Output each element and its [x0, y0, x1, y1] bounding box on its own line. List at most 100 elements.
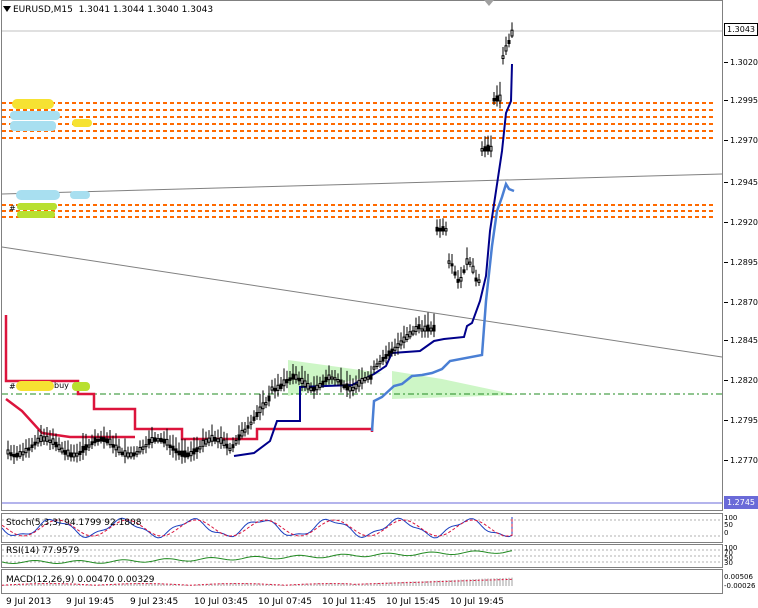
- candle-body: [363, 377, 367, 382]
- candle-body: [51, 438, 55, 445]
- price-tick-label: 1.2920: [730, 218, 758, 227]
- candle-body: [390, 348, 394, 354]
- candle-body: [339, 379, 343, 386]
- candle-body: [501, 55, 505, 59]
- price-chart-svg: [2, 22, 722, 504]
- price-tick-label: 1.3020: [730, 58, 758, 67]
- stoch-svg: [2, 517, 722, 539]
- current-price-box: 1.3043: [724, 23, 758, 36]
- stoch-scale-mid: 50: [724, 521, 733, 529]
- candle-body: [309, 387, 313, 392]
- candle-body: [336, 379, 340, 383]
- stoch-pane[interactable]: [1, 513, 723, 543]
- candle-body: [264, 401, 268, 406]
- candle-body: [123, 450, 127, 457]
- candle-body: [87, 444, 91, 448]
- candle-body: [75, 452, 79, 457]
- candle-body: [354, 383, 358, 390]
- candle-body: [9, 452, 13, 457]
- candle-body: [225, 443, 229, 449]
- candle-body: [189, 450, 193, 457]
- candle-body: [231, 444, 235, 449]
- candle-body: [120, 451, 124, 456]
- candle-body: [312, 387, 316, 392]
- candle-body: [438, 227, 442, 232]
- candle-body: [204, 438, 208, 445]
- candle-body: [93, 437, 97, 444]
- annotation-cyan-3: [16, 190, 60, 200]
- time-tick-label: 9 Jul 19:45: [66, 597, 115, 607]
- price-tick-label: 1.2945: [730, 178, 758, 187]
- candle-body: [429, 327, 433, 332]
- price-tick-mark: [724, 222, 728, 223]
- candle-body: [54, 441, 58, 448]
- macd-pane[interactable]: [1, 569, 723, 594]
- red-stop-line-start: [5, 398, 135, 439]
- candle-body: [417, 324, 421, 330]
- candle-body: [126, 452, 130, 458]
- candle-body: [21, 451, 25, 456]
- candle-body: [117, 446, 121, 453]
- candle-body: [195, 447, 199, 453]
- chart-symbol: EURUSD,M15: [13, 5, 73, 15]
- price-tick-mark: [724, 182, 728, 183]
- candle-body: [102, 437, 106, 442]
- candle-body: [144, 444, 148, 448]
- trendline-upper: [2, 173, 722, 195]
- candle-body: [147, 438, 151, 445]
- candle-body: [246, 425, 250, 429]
- candle-body: [183, 450, 187, 458]
- candle-body: [150, 437, 154, 443]
- candle-body: [459, 276, 463, 282]
- candle-body: [447, 260, 451, 264]
- candle-body: [327, 374, 331, 381]
- candle-body: [345, 383, 349, 391]
- candle-body: [72, 452, 76, 458]
- candle-body: [33, 441, 37, 446]
- candle-body: [396, 343, 400, 349]
- candle-body: [504, 45, 508, 52]
- annotation-hash-1: #: [9, 204, 16, 213]
- candle-body: [435, 226, 439, 232]
- candle-body: [348, 386, 352, 392]
- price-tick-mark: [724, 100, 728, 101]
- macd-scale-bottom: -0.00026: [724, 582, 756, 590]
- candle-body: [129, 452, 133, 458]
- candle-body: [228, 447, 232, 452]
- candle-body: [114, 444, 118, 451]
- annotation-buy-label: buy: [54, 381, 69, 390]
- candle-body: [42, 436, 46, 442]
- candle-body: [168, 444, 172, 449]
- candle-body: [186, 452, 190, 458]
- rsi-scale-2: 50: [724, 554, 733, 562]
- candle-body: [477, 279, 481, 283]
- price-pane[interactable]: [1, 0, 723, 511]
- candle-body: [321, 380, 325, 385]
- price-tick-mark: [724, 420, 728, 421]
- price-tick-mark: [724, 340, 728, 341]
- candle-body: [426, 324, 430, 332]
- blue-stop-line: [233, 63, 513, 457]
- annotation-cyan-4: [70, 191, 90, 199]
- price-tick-label: 1.2770: [730, 456, 758, 465]
- candle-body: [495, 95, 499, 102]
- candle-body: [453, 271, 457, 276]
- candle-body: [15, 452, 19, 458]
- price-tick-mark: [724, 62, 728, 63]
- price-tick-label: 1.2845: [730, 336, 758, 345]
- candle-body: [420, 328, 424, 332]
- annotation-green-3: [72, 382, 90, 391]
- price-tick-label: 1.2870: [730, 298, 758, 307]
- candle-body: [273, 387, 277, 392]
- rsi-svg: [2, 549, 722, 565]
- annotation-cyan-1: [10, 111, 60, 120]
- candle-body: [99, 436, 103, 442]
- candle-body: [84, 444, 88, 451]
- candle-body: [498, 94, 502, 102]
- annotation-yellow-1: [12, 99, 54, 109]
- candle-body: [24, 447, 28, 454]
- shift-marker-icon[interactable]: [484, 0, 494, 6]
- candle-body: [66, 449, 70, 457]
- candle-body: [444, 228, 448, 232]
